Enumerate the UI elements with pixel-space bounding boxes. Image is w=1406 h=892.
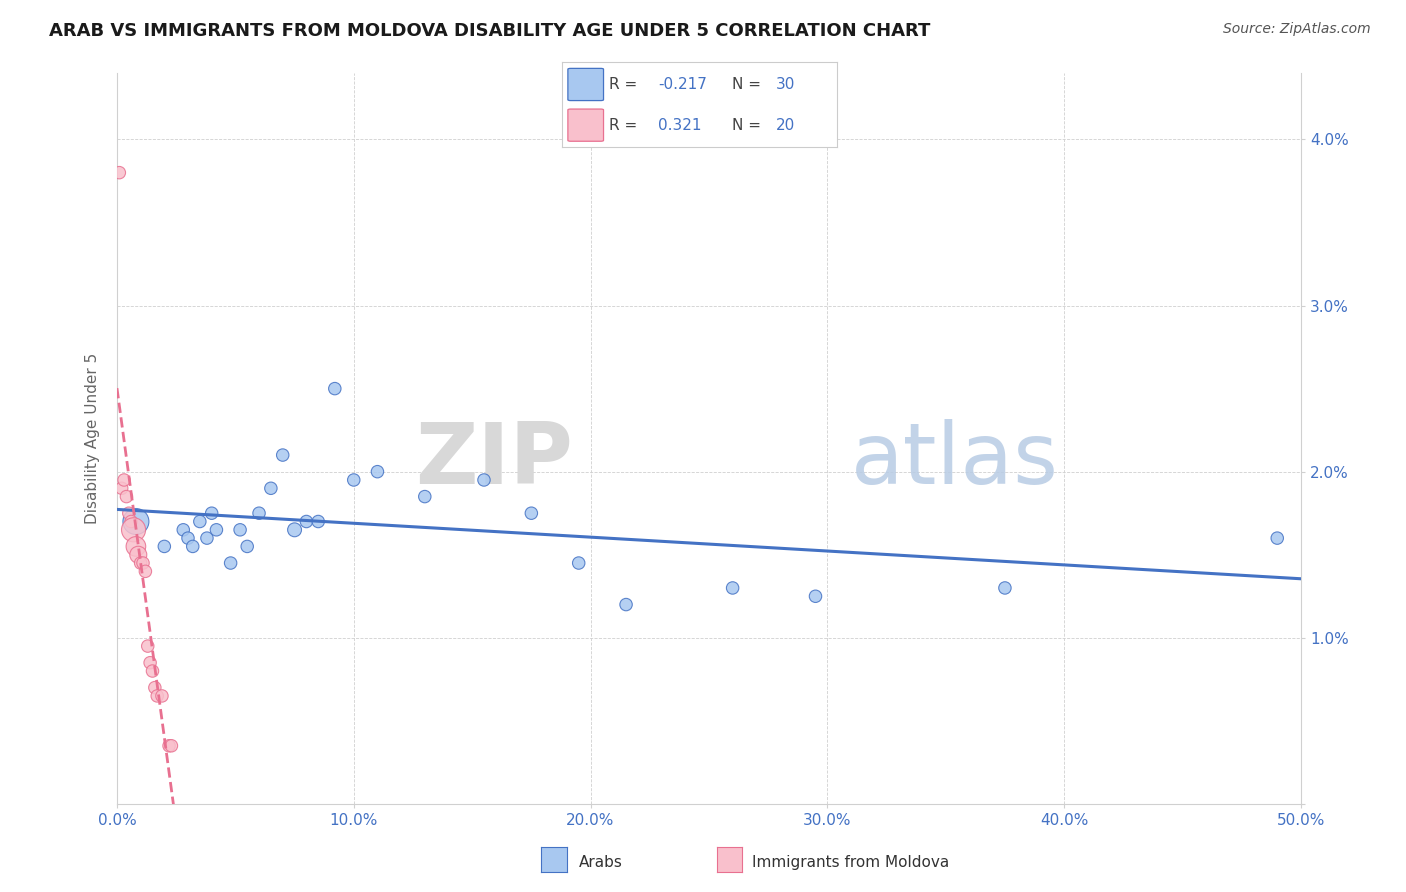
Point [118, 506, 141, 520]
Text: ZIP: ZIP [415, 419, 572, 502]
Point [115, 490, 138, 504]
Point [201, 506, 224, 520]
Point [284, 523, 307, 537]
Point [472, 473, 495, 487]
Text: 30: 30 [776, 77, 796, 92]
Point [172, 523, 194, 537]
Point [721, 581, 744, 595]
Point [136, 639, 159, 653]
Point [343, 473, 366, 487]
Text: Immigrants from Moldova: Immigrants from Moldova [752, 855, 949, 870]
FancyBboxPatch shape [568, 109, 603, 141]
Point [132, 556, 155, 570]
Point [366, 465, 388, 479]
Point [247, 506, 270, 520]
Point [125, 540, 148, 554]
Point [146, 689, 169, 703]
Point [122, 523, 145, 537]
Point [614, 598, 637, 612]
Point [260, 481, 283, 495]
Text: ARAB VS IMMIGRANTS FROM MOLDOVA DISABILITY AGE UNDER 5 CORRELATION CHART: ARAB VS IMMIGRANTS FROM MOLDOVA DISABILI… [49, 22, 931, 40]
Point [112, 473, 135, 487]
Point [129, 556, 152, 570]
Y-axis label: Disability Age Under 5: Disability Age Under 5 [86, 353, 100, 524]
Point [108, 166, 131, 180]
Text: N =: N = [733, 118, 766, 133]
Point [520, 506, 543, 520]
Text: N =: N = [733, 77, 766, 92]
Text: Arabs: Arabs [579, 855, 623, 870]
FancyBboxPatch shape [568, 69, 603, 101]
Point [143, 681, 166, 695]
Point [1265, 531, 1288, 545]
Point [134, 565, 156, 579]
Text: Source: ZipAtlas.com: Source: ZipAtlas.com [1223, 22, 1371, 37]
Text: 0.321: 0.321 [658, 118, 702, 133]
Point [120, 515, 142, 529]
Point [271, 448, 294, 462]
Point [323, 382, 346, 396]
Point [994, 581, 1017, 595]
Point [205, 523, 228, 537]
Text: R =: R = [609, 118, 643, 133]
Point [413, 490, 436, 504]
Point [141, 664, 163, 678]
Point [153, 540, 176, 554]
Point [219, 556, 242, 570]
Point [307, 515, 329, 529]
Point [150, 689, 173, 703]
Point [125, 515, 148, 529]
Point [181, 540, 204, 554]
Text: atlas: atlas [851, 419, 1059, 502]
Point [229, 523, 252, 537]
Text: 20: 20 [776, 118, 796, 133]
Point [139, 656, 162, 670]
Point [160, 739, 183, 753]
Point [295, 515, 318, 529]
Point [177, 531, 200, 545]
Point [157, 739, 180, 753]
Point [568, 556, 591, 570]
Point [127, 548, 149, 562]
Point [236, 540, 259, 554]
Point [111, 481, 134, 495]
Point [195, 531, 218, 545]
Text: R =: R = [609, 77, 643, 92]
Point [804, 589, 827, 603]
Point [188, 515, 211, 529]
Text: -0.217: -0.217 [658, 77, 707, 92]
